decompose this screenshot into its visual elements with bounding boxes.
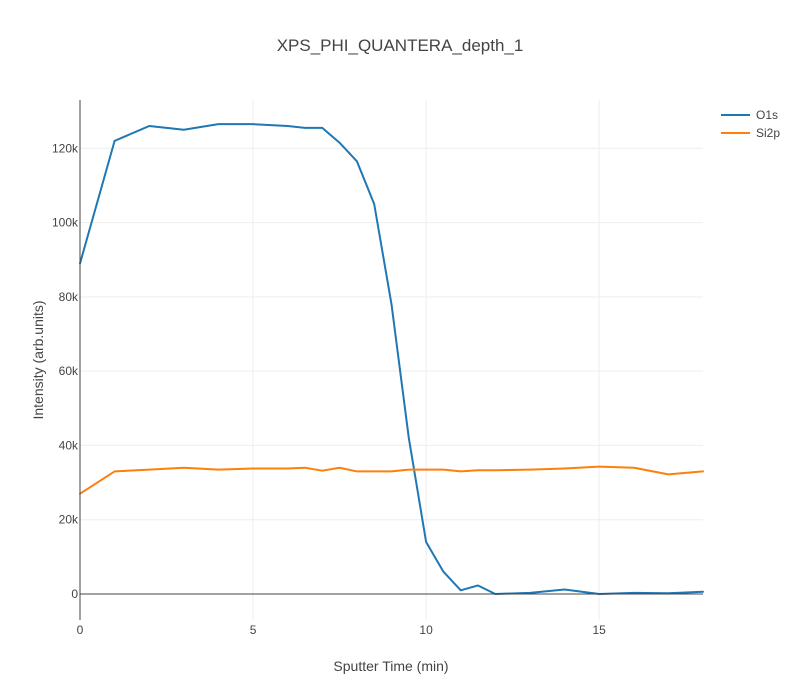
y-tick-label: 0	[71, 587, 78, 601]
legend-label: Si2p	[756, 126, 780, 140]
series-lines	[79, 123, 704, 595]
y-tick-label: 20k	[59, 513, 79, 527]
x-tick-label: 15	[592, 623, 606, 637]
grid	[80, 100, 703, 620]
y-tick-label: 60k	[59, 364, 79, 378]
legend-label: O1s	[756, 108, 778, 122]
legend-item-o1s[interactable]: O1s	[721, 108, 778, 122]
y-axis-title: Intensity (arb.units)	[30, 300, 46, 419]
x-tick-label: 10	[419, 623, 433, 637]
x-tick-label: 0	[77, 623, 84, 637]
series-line-si2p[interactable]	[79, 465, 704, 495]
x-tick-label: 5	[250, 623, 257, 637]
axes	[79, 100, 703, 620]
y-tick-label: 40k	[59, 438, 79, 452]
tick-labels: 0 5 10 15 0 20k 40k 60k 80k 100k 120k	[52, 141, 606, 637]
y-tick-label: 100k	[52, 216, 79, 230]
series-line-o1s[interactable]	[79, 123, 704, 595]
y-tick-label: 120k	[52, 141, 79, 155]
chart-title: XPS_PHI_QUANTERA_depth_1	[277, 36, 524, 55]
x-axis-title: Sputter Time (min)	[333, 658, 448, 674]
legend[interactable]: O1s Si2p	[721, 108, 780, 140]
y-tick-label: 80k	[59, 290, 79, 304]
legend-item-si2p[interactable]: Si2p	[721, 126, 780, 140]
